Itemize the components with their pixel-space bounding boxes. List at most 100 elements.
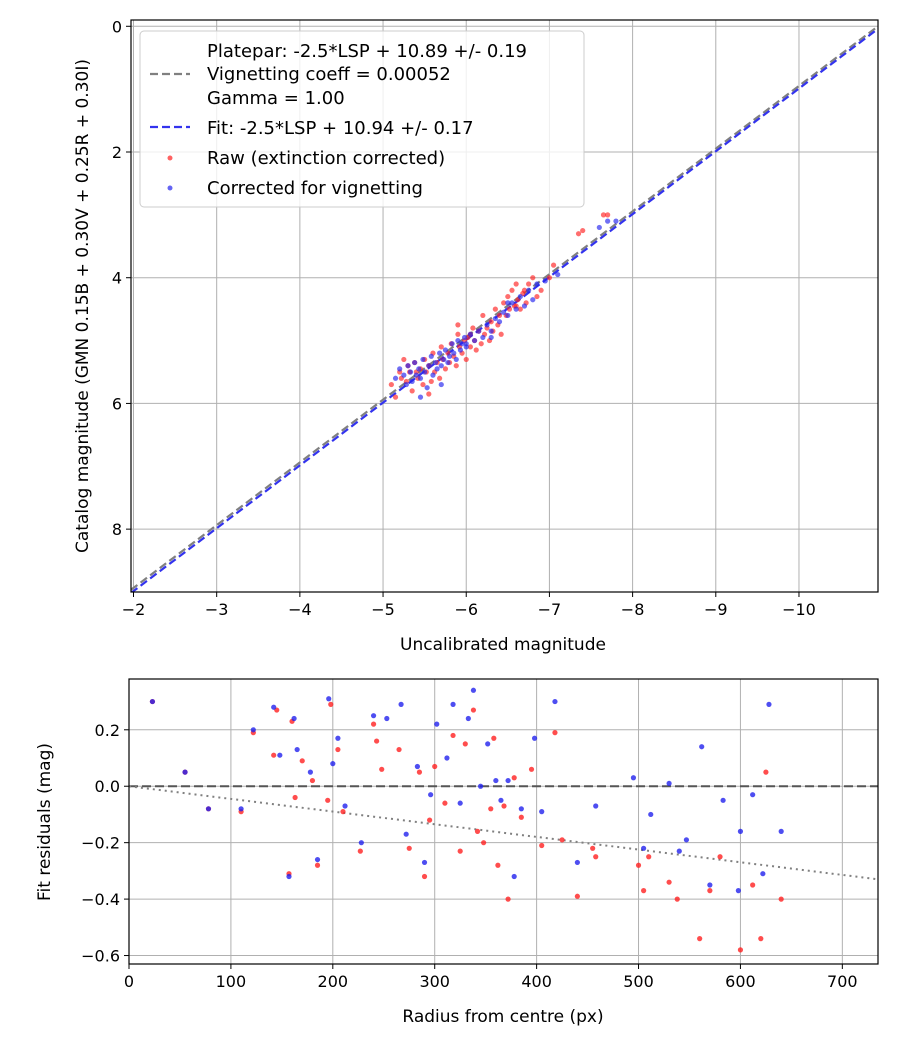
corrected-point	[428, 792, 434, 798]
y-tick-label: 4	[112, 269, 122, 288]
raw-point	[420, 381, 426, 388]
corrected-point	[493, 777, 499, 784]
raw-point	[314, 862, 321, 868]
raw-point	[299, 758, 305, 764]
raw-point	[641, 888, 647, 894]
corrected-point	[666, 780, 672, 787]
x-tick-label: −5	[371, 600, 395, 619]
corrected-point	[530, 297, 536, 303]
raw-point	[488, 806, 494, 812]
raw-point	[737, 947, 744, 953]
raw-point	[357, 848, 363, 854]
raw-point	[455, 331, 461, 337]
x-tick-label: −8	[621, 600, 645, 619]
raw-point	[539, 842, 545, 849]
x-tick-label: 100	[216, 972, 247, 991]
corrected-point	[421, 859, 428, 866]
corrected-point	[432, 359, 439, 366]
corrected-point	[294, 746, 300, 753]
legend-vignetting: Vignetting coeff = 0.00052	[207, 64, 451, 85]
corrected-point	[271, 704, 277, 710]
corrected-point	[492, 315, 498, 322]
corrected-point	[307, 769, 313, 775]
raw-point	[488, 319, 494, 325]
raw-point	[328, 701, 334, 707]
raw-point	[758, 936, 764, 942]
raw-point	[388, 381, 394, 388]
corrected-point	[648, 811, 654, 818]
corrected-point	[277, 752, 283, 758]
corrected-point	[459, 341, 465, 347]
x-tick-label: −3	[205, 600, 229, 619]
bottom-scatter-points	[149, 687, 784, 953]
y-tick-label: 6	[112, 394, 122, 413]
corrected-point	[326, 696, 332, 702]
corrected-point	[574, 859, 580, 866]
corrected-point	[409, 378, 415, 385]
corrected-point	[641, 845, 647, 851]
corrected-point	[403, 381, 409, 388]
corrected-point	[542, 278, 548, 284]
y-tick-label: −0.2	[81, 834, 120, 853]
raw-point	[574, 893, 580, 899]
corrected-point	[442, 347, 449, 353]
corrected-point	[552, 698, 558, 705]
raw-point	[505, 293, 511, 300]
corrected-point	[505, 300, 511, 306]
raw-point	[778, 896, 784, 902]
corrected-point	[750, 792, 756, 798]
x-tick-label: −4	[288, 600, 312, 619]
raw-point	[340, 809, 346, 815]
corrected-point	[401, 372, 407, 378]
corrected-point	[453, 356, 459, 363]
raw-point	[474, 828, 481, 834]
raw-point	[470, 707, 477, 713]
corrected-point	[457, 800, 463, 806]
x-tick-label: 0	[124, 972, 134, 991]
corrected-point	[463, 341, 469, 347]
corrected-point	[414, 763, 420, 770]
corrected-point	[422, 369, 428, 375]
corrected-point	[760, 871, 766, 877]
raw-point	[370, 721, 377, 727]
corrected-point	[699, 744, 705, 750]
raw-point	[674, 896, 680, 902]
corrected-point	[330, 761, 336, 767]
raw-point	[478, 341, 484, 347]
corrected-point	[417, 375, 424, 381]
corrected-point	[498, 797, 504, 803]
corrected-point	[444, 755, 450, 761]
corrected-point	[457, 347, 464, 353]
raw-point	[666, 879, 672, 885]
corrected-point	[438, 363, 444, 369]
raw-point	[509, 287, 515, 293]
top-scatter-points	[388, 212, 619, 400]
raw-point	[552, 730, 558, 736]
corrected-point	[505, 777, 511, 784]
raw-point	[409, 388, 415, 394]
raw-point	[480, 312, 486, 319]
raw-point	[593, 854, 599, 860]
legend-corrected: Corrected for vignetting	[207, 178, 423, 199]
raw-point	[501, 300, 507, 306]
raw-point	[538, 287, 544, 293]
x-tick-label: −6	[454, 600, 478, 619]
raw-point	[432, 763, 438, 770]
raw-point	[401, 356, 407, 363]
raw-point	[481, 840, 487, 846]
raw-point	[707, 888, 713, 894]
raw-point	[605, 212, 611, 218]
corrected-point	[630, 775, 637, 781]
corrected-point	[384, 715, 390, 722]
raw-point	[492, 306, 498, 312]
corrected-point	[291, 715, 297, 722]
raw-point	[750, 882, 756, 888]
raw-point	[309, 777, 316, 784]
corrected-point	[526, 287, 532, 293]
raw-point	[697, 936, 703, 942]
raw-point	[292, 794, 298, 801]
corrected-point	[420, 356, 426, 363]
corrected-point	[205, 806, 212, 812]
corrected-point	[488, 328, 494, 334]
bottom-y-axis-label: Fit residuals (mag)	[35, 743, 55, 901]
